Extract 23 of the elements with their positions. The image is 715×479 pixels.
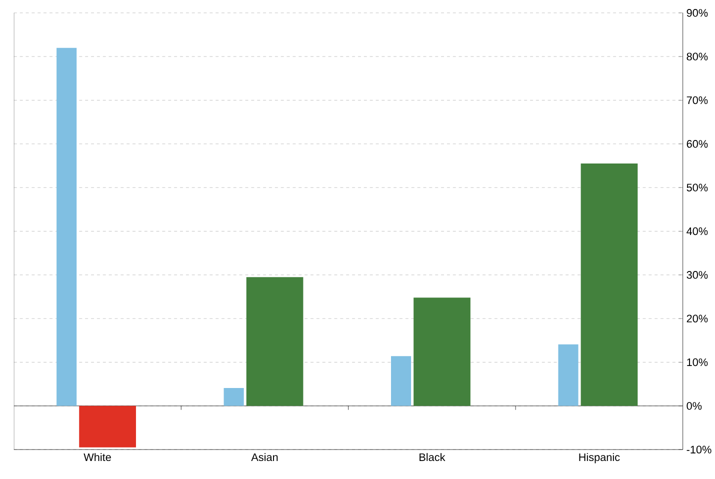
bar <box>56 48 77 406</box>
x-tick-label: Hispanic <box>579 452 620 464</box>
y-tick-label: 90% <box>686 8 708 17</box>
y-tick-label: 60% <box>686 140 708 148</box>
x-tick-label: White <box>84 452 111 461</box>
y-tick-label: 0% <box>686 402 702 410</box>
y-tick-label: 10% <box>687 358 708 366</box>
y-tick-label: 30% <box>686 270 708 279</box>
y-tick-label: -10% <box>686 446 712 454</box>
x-tick-label: Asian <box>251 452 278 461</box>
bar <box>580 163 638 406</box>
y-tick-label: 20% <box>686 314 708 322</box>
bar <box>414 297 470 406</box>
x-tick-label: Black <box>420 452 446 461</box>
bar <box>558 344 578 406</box>
y-tick-label: 80% <box>686 52 708 60</box>
bar <box>224 388 244 406</box>
bar <box>79 406 136 448</box>
bar <box>391 356 412 406</box>
y-tick-label: 50% <box>686 184 708 192</box>
y-tick-label: 70% <box>686 96 708 104</box>
bar <box>246 276 304 406</box>
y-tick-label: 40% <box>686 227 708 235</box>
